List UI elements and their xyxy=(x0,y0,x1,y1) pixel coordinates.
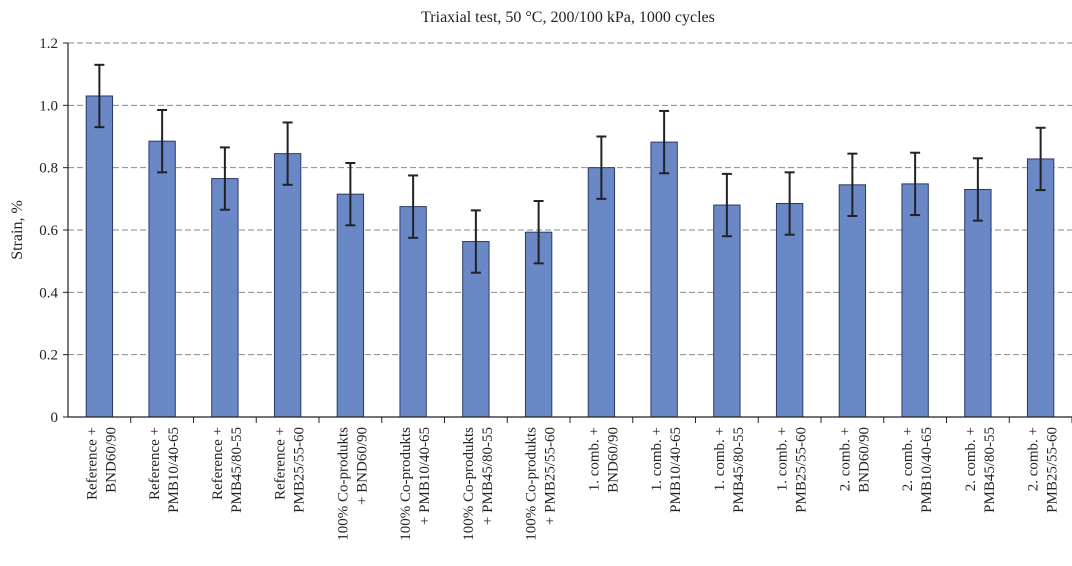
error-bar xyxy=(721,172,732,238)
bar xyxy=(901,183,929,418)
y-tick-label: 0.8 xyxy=(39,161,58,177)
y-tick-label: 0.4 xyxy=(39,285,58,301)
x-tick-label: 100% Co-produkts + PMB10/40-65 xyxy=(398,427,433,541)
x-tick-label: 1. comb. + BND60/90 xyxy=(586,427,621,493)
bar xyxy=(587,167,616,418)
x-tick-label: Reference + PMB25/55-60 xyxy=(273,427,308,513)
bar xyxy=(838,184,867,418)
chart-title: Triaxial test, 50 °C, 200/100 kPa, 1000 … xyxy=(421,9,715,26)
bars xyxy=(85,95,1055,418)
bar xyxy=(1026,158,1055,418)
error-bar xyxy=(596,135,607,200)
error-bar xyxy=(219,146,230,211)
error-bar xyxy=(659,109,670,175)
y-tick-label: 1.0 xyxy=(39,98,58,114)
error-bar xyxy=(784,171,795,236)
bar xyxy=(148,140,176,418)
x-tick-label: Reference + BND60/90 xyxy=(84,427,119,500)
bar xyxy=(85,95,114,418)
x-tick-label: 100% Co-produkts + BND60/90 xyxy=(335,427,370,541)
x-tick-label: Reference + PMB10/40-65 xyxy=(147,427,182,513)
bar xyxy=(273,153,302,418)
y-tick-label: 0.6 xyxy=(39,223,58,239)
y-tick-label: 1.2 xyxy=(39,36,58,52)
y-axis-label: Strain, % xyxy=(9,200,26,260)
x-tick-label: 1. comb. + PMB25/55-60 xyxy=(775,427,810,513)
error-bar xyxy=(533,200,544,265)
x-tick-label: 2. comb. + BND60/90 xyxy=(837,427,872,493)
y-tick-label: 0 xyxy=(51,410,59,426)
error-bar xyxy=(94,63,105,129)
error-bar xyxy=(345,161,356,227)
error-bar xyxy=(157,109,168,174)
x-tick-label: 100% Co-produkts + PMB25/55-60 xyxy=(524,427,559,541)
error-bar xyxy=(282,121,293,186)
y-tick-labels: 0 0.2 0.4 0.6 0.8 1.0 1.2 xyxy=(39,36,58,426)
x-tick-label: Reference + PMB45/80-55 xyxy=(210,427,245,513)
bar xyxy=(713,204,741,418)
error-bar xyxy=(972,157,983,222)
error-bar xyxy=(910,151,921,217)
x-tick-label: 2. comb. + PMB45/80-55 xyxy=(963,427,998,513)
axes xyxy=(63,42,1072,423)
y-tick-label: 0.2 xyxy=(39,348,58,364)
x-tick-label: 2. comb. + PMB10/40-65 xyxy=(900,427,935,513)
error-bar xyxy=(1035,126,1046,192)
bar xyxy=(336,193,365,418)
x-tick-label: 2. comb. + PMB25/55-60 xyxy=(1026,427,1061,513)
error-bar xyxy=(847,152,858,217)
bar xyxy=(211,178,239,418)
bar xyxy=(650,141,678,418)
x-tick-label: 100% Co-produkts + PMB45/80-55 xyxy=(461,427,496,541)
bar xyxy=(964,188,992,418)
error-bars xyxy=(94,63,1046,274)
bar xyxy=(775,203,804,418)
bar xyxy=(399,206,427,418)
x-tick-label: 1. comb. + PMB45/80-55 xyxy=(712,427,747,513)
error-bar xyxy=(470,209,481,274)
error-bar xyxy=(408,174,419,239)
x-tick-label: 1. comb. + PMB10/40-65 xyxy=(649,427,684,513)
x-tick-labels: Reference + BND60/90 Reference + PMB10/40-6… xyxy=(84,427,1060,541)
